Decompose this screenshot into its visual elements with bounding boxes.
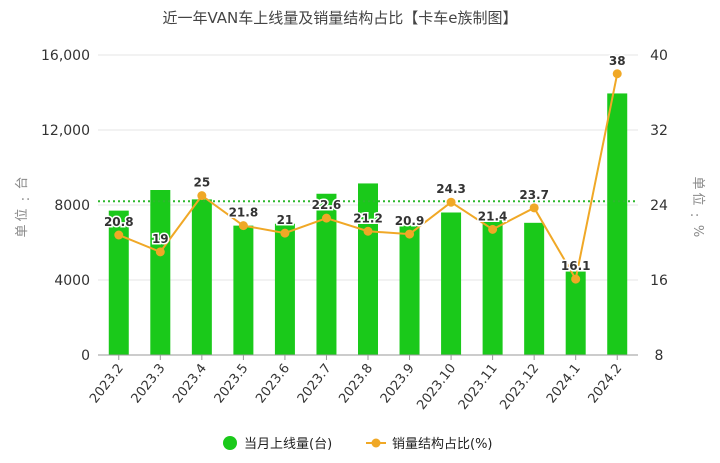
bar-2023.10[interactable] bbox=[441, 212, 462, 356]
x-tick-label: 2023.7 bbox=[295, 361, 335, 406]
legend-label-bars: 当月上线量(台) bbox=[244, 437, 332, 452]
y-left-axis-label: 位 bbox=[15, 208, 30, 221]
x-tick-label: 2024.1 bbox=[544, 361, 584, 406]
legend-swatch-bars bbox=[223, 436, 237, 450]
y-left-tick-label: 16,000 bbox=[41, 48, 90, 64]
x-tick-label: 2023.9 bbox=[378, 361, 418, 406]
bar-2023.5[interactable] bbox=[233, 225, 254, 355]
y-right-tick-label: 24 bbox=[650, 198, 668, 214]
chart-title: 近一年VAN车上线量及销量结构占比【卡车e族制图】 bbox=[162, 9, 517, 27]
line-data-label: 21 bbox=[277, 213, 294, 227]
legend-swatch-point bbox=[371, 438, 381, 448]
line-point-2023.12[interactable] bbox=[529, 203, 539, 213]
x-tick-label: 2023.4 bbox=[170, 361, 210, 406]
x-tick-label: 2023.6 bbox=[253, 361, 293, 406]
x-tick-label: 2023.5 bbox=[212, 361, 252, 406]
line-data-label: 38 bbox=[609, 54, 626, 68]
y-right-axis-label: % bbox=[690, 225, 705, 237]
y-left-axis-label: 台 bbox=[15, 176, 30, 189]
line-data-label: 21.8 bbox=[229, 206, 259, 220]
line-data-label: 24.3 bbox=[436, 182, 466, 196]
y-left-tick-label: 12,000 bbox=[41, 123, 90, 139]
line-data-label: 20.8 bbox=[104, 215, 134, 229]
line-data-label: 21.2 bbox=[353, 211, 383, 225]
y-left-tick-label: 4000 bbox=[54, 273, 90, 289]
line-point-2023.8[interactable] bbox=[363, 226, 373, 236]
line-data-label: 20.9 bbox=[395, 214, 425, 228]
legend-item-bars[interactable]: 当月上线量(台) bbox=[223, 436, 332, 452]
bar-2023.8[interactable] bbox=[358, 183, 378, 355]
y-right-axis-label: : bbox=[687, 213, 702, 217]
bar-2023.12[interactable] bbox=[524, 222, 545, 355]
x-tick-label: 2023.2 bbox=[87, 361, 127, 406]
line-point-2024.2[interactable] bbox=[612, 69, 622, 79]
y-right-tick-label: 32 bbox=[650, 123, 668, 139]
y-left-tick-label: 8000 bbox=[54, 198, 90, 214]
y-left-axis-label: 单 bbox=[15, 224, 30, 237]
legend-item-line[interactable]: 销量结构占比(%) bbox=[366, 437, 493, 452]
bar-2023.9[interactable] bbox=[399, 225, 420, 355]
y-right-axis-label: 单 bbox=[690, 176, 705, 189]
y-right-tick-label: 8 bbox=[655, 348, 664, 364]
line-point-2023.3[interactable] bbox=[155, 247, 165, 257]
legend-label-line: 销量结构占比(%) bbox=[392, 437, 493, 452]
legend[interactable]: 当月上线量(台) 销量结构占比(%) bbox=[223, 436, 493, 452]
line-data-label: 25 bbox=[193, 176, 210, 190]
y-right-axis-label: 位 bbox=[690, 192, 705, 205]
y-left-axis-label: : bbox=[18, 197, 33, 201]
line-point-2023.6[interactable] bbox=[280, 228, 290, 238]
x-tick-label: 2023.10 bbox=[414, 361, 459, 413]
line-series bbox=[114, 69, 622, 284]
line-point-2023.5[interactable] bbox=[238, 221, 248, 231]
bar-2024.2[interactable] bbox=[607, 93, 628, 355]
bar-2024.1[interactable] bbox=[565, 271, 586, 355]
bar-series bbox=[108, 93, 628, 356]
x-tick-label: 2023.3 bbox=[129, 361, 169, 406]
line-point-2024.1[interactable] bbox=[571, 274, 581, 284]
bar-2023.4[interactable] bbox=[191, 199, 212, 355]
x-tick-label: 2023.11 bbox=[456, 361, 501, 413]
bar-2023.6[interactable] bbox=[274, 223, 295, 355]
x-tick-label: 2023.12 bbox=[497, 361, 542, 413]
x-tick-label: 2024.2 bbox=[586, 361, 626, 406]
line-point-2023.11[interactable] bbox=[488, 224, 498, 234]
bar-2023.7[interactable] bbox=[316, 193, 337, 355]
line-data-label: 21.4 bbox=[478, 209, 508, 223]
bar-2023.2[interactable] bbox=[108, 210, 129, 355]
line-point-2023.9[interactable] bbox=[405, 229, 415, 239]
line-data-label: 23.7 bbox=[519, 188, 549, 202]
line-point-2023.4[interactable] bbox=[197, 191, 207, 201]
bar-2023.11[interactable] bbox=[482, 220, 503, 355]
line-data-label: 22.6 bbox=[312, 198, 342, 212]
line-point-2023.7[interactable] bbox=[321, 213, 331, 223]
line-data-label: 16.1 bbox=[561, 259, 591, 273]
line-point-2023.2[interactable] bbox=[114, 230, 124, 240]
line-data-label: 19 bbox=[152, 232, 169, 246]
x-tick-label: 2023.8 bbox=[336, 361, 376, 406]
y-right-tick-label: 16 bbox=[650, 273, 668, 289]
line-point-2023.10[interactable] bbox=[446, 197, 456, 207]
bar-2023.3[interactable] bbox=[150, 190, 171, 355]
data-labels: 20.8 19 25 21.8 21 22.6 21.2 20.9 24.3 21.4 23.7 16… bbox=[102, 52, 627, 274]
y-right-tick-label: 40 bbox=[650, 48, 668, 64]
y-left-tick-label: 0 bbox=[81, 348, 90, 364]
